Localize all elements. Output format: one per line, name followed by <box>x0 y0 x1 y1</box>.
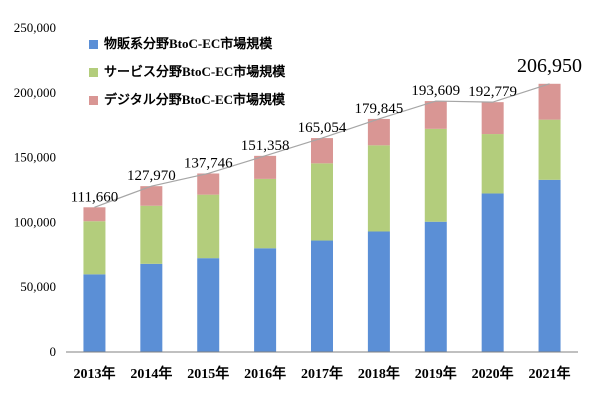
x-tick-label: 2014年 <box>130 365 172 382</box>
bar-segment-series0-2018年 <box>367 231 390 352</box>
bar-segment-series1-2021年 <box>538 119 561 180</box>
bar-segment-series1-2018年 <box>367 145 390 232</box>
x-tick-label: 2015年 <box>187 365 229 382</box>
bar-segment-series2-2015年 <box>197 173 220 195</box>
y-tick-label: 250,000 <box>14 20 56 35</box>
bar-segment-series0-2014年 <box>140 263 163 352</box>
bar-segment-series0-2017年 <box>311 240 333 352</box>
bar-segment-series0-2016年 <box>254 248 277 352</box>
x-tick-label: 2017年 <box>301 365 343 382</box>
x-ticks-layer: 2013年 2014年 2015年 2016年 2017年 2018年 2019年 2020年… <box>73 365 570 382</box>
legend-label: サービス分野BtoC-EC市場規模 <box>104 64 286 79</box>
total-value-label: 206,950 <box>517 55 582 77</box>
bar-segment-series0-2019年 <box>424 221 447 352</box>
y-ticks-layer: 0 50,000 100,000 150,000 200,000 250,000 <box>14 20 56 359</box>
legend: 物販系分野BtoC-EC市場規模サービス分野BtoC-EC市場規模デジタル分野B… <box>89 36 286 107</box>
bar-segment-series0-2021年 <box>538 179 561 352</box>
total-value-label: 193,609 <box>411 83 460 99</box>
bar-segment-series1-2020年 <box>481 134 504 194</box>
x-tick-label: 2020年 <box>472 365 514 382</box>
bar-segment-series2-2020年 <box>481 102 504 135</box>
y-tick-label: 100,000 <box>14 214 56 229</box>
x-tick-label: 2018年 <box>358 365 400 382</box>
y-tick-label: 50,000 <box>20 279 56 294</box>
x-tick-label: 2013年 <box>73 365 115 382</box>
total-value-label: 137,746 <box>184 155 233 171</box>
bar-segment-series2-2014年 <box>140 186 163 206</box>
total-value-label: 165,054 <box>298 120 347 136</box>
bar-segment-series0-2020年 <box>481 193 504 352</box>
x-tick-label: 2021年 <box>529 365 571 382</box>
bar-segment-series1-2016年 <box>254 178 277 249</box>
bar-segment-series2-2018年 <box>367 118 390 146</box>
bar-segment-series2-2013年 <box>83 207 106 222</box>
bars-layer <box>83 83 561 352</box>
bar-segment-series1-2014年 <box>140 205 163 264</box>
legend-swatch <box>89 40 98 49</box>
total-value-label: 151,358 <box>241 138 290 154</box>
x-tick-label: 2016年 <box>244 365 286 382</box>
y-tick-label: 200,000 <box>14 85 56 100</box>
total-trend-line <box>94 83 550 208</box>
bar-segment-series0-2013年 <box>83 274 106 352</box>
total-value-label: 111,660 <box>71 189 119 205</box>
total-value-label: 179,845 <box>355 101 404 117</box>
legend-label: デジタル分野BtoC-EC市場規模 <box>104 92 286 107</box>
bar-segment-series2-2021年 <box>538 83 561 120</box>
y-tick-label: 150,000 <box>14 150 56 165</box>
bar-segment-series2-2019年 <box>424 101 447 129</box>
bar-segment-series2-2016年 <box>254 155 277 179</box>
bar-segment-series0-2015年 <box>197 258 220 352</box>
legend-label: 物販系分野BtoC-EC市場規模 <box>104 36 273 51</box>
x-tick-label: 2019年 <box>415 365 457 382</box>
bar-segment-series1-2013年 <box>83 221 106 275</box>
bar-segment-series2-2017年 <box>311 138 333 164</box>
total-value-label: 192,779 <box>468 84 517 100</box>
bar-segment-series1-2017年 <box>311 163 333 241</box>
legend-swatch <box>89 68 98 77</box>
bar-segment-series1-2019年 <box>424 128 447 222</box>
total-value-label: 127,970 <box>127 168 176 184</box>
y-tick-label: 0 <box>50 344 57 359</box>
bar-segment-series1-2015年 <box>197 194 220 259</box>
totals-layer: 111,660 127,970 137,746 151,358 165,054 179,8… <box>71 55 582 208</box>
legend-swatch <box>89 96 98 105</box>
